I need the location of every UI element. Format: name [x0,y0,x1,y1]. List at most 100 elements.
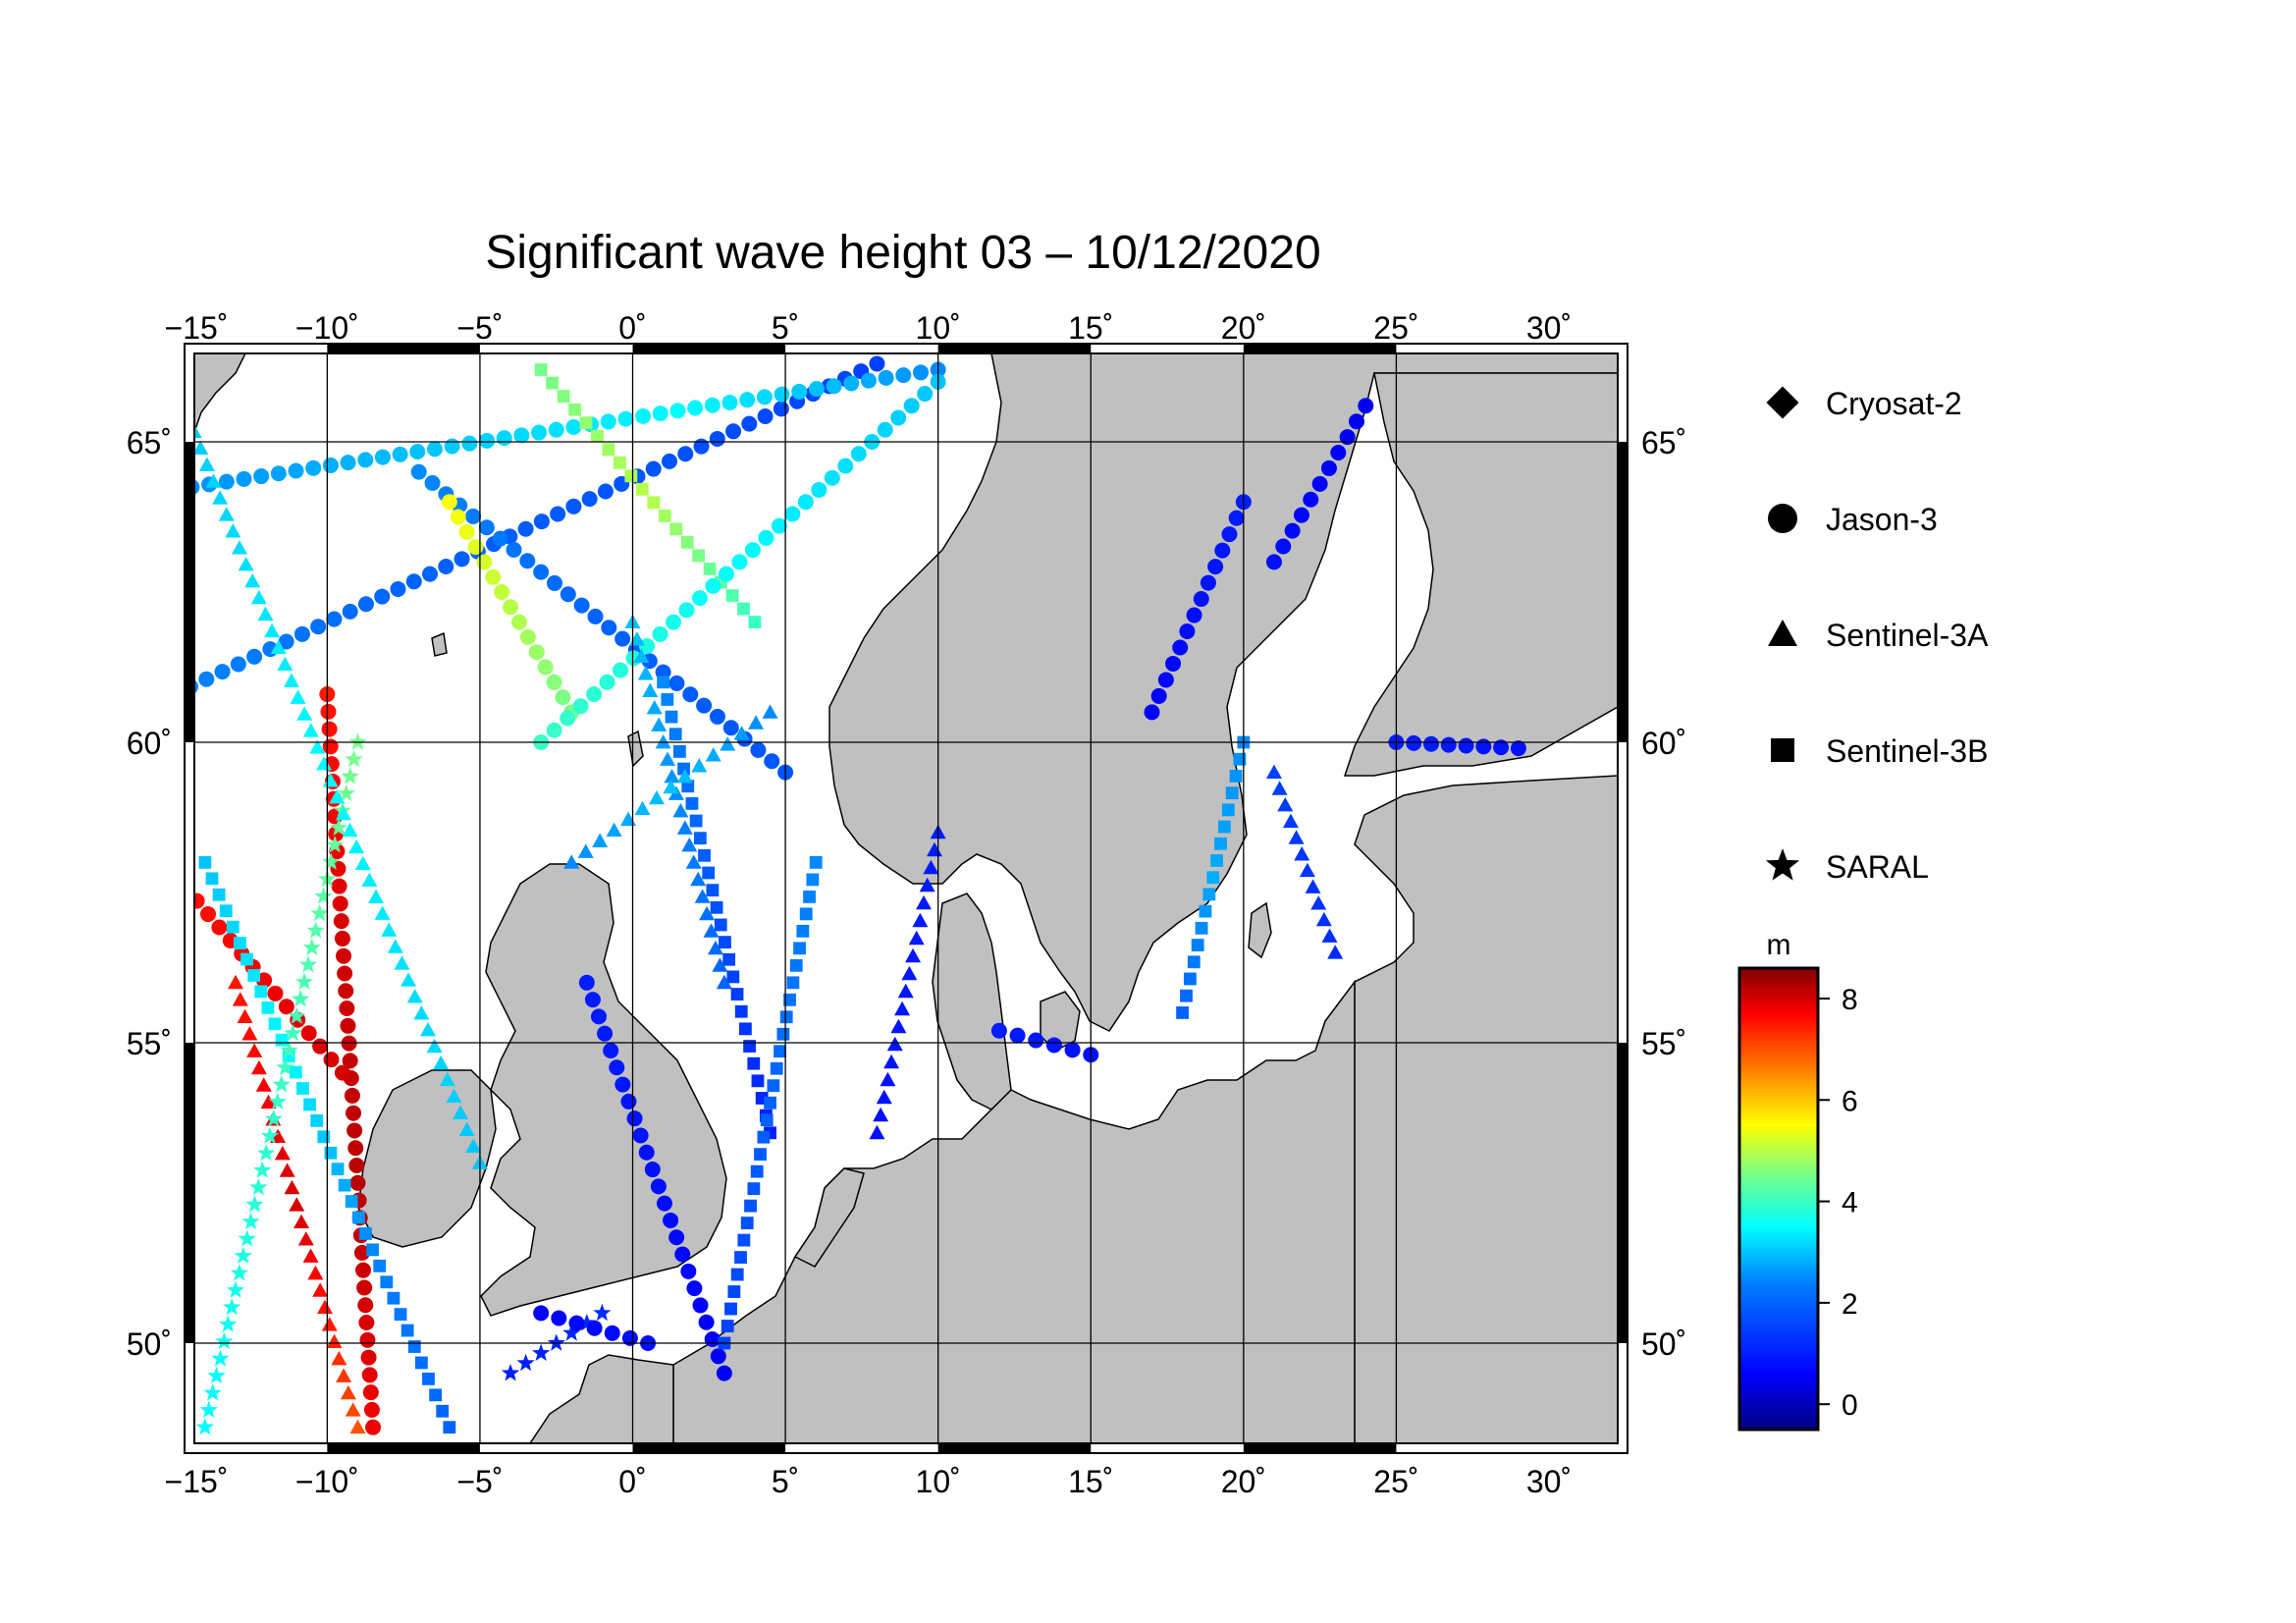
measurement-point [647,496,661,510]
measurement-point [548,421,564,438]
measurement-point [381,922,398,937]
measurement-point [203,1383,222,1401]
measurement-point [572,698,589,715]
lon-tick-label-top: 30˚ [1526,310,1572,346]
measurement-point [739,392,756,408]
frame-bar-left [185,1043,194,1343]
measurement-point [277,656,294,671]
measurement-point [903,398,920,414]
measurement-point [194,440,209,455]
measurement-point [316,756,333,771]
measurement-point [747,1182,761,1196]
measurement-point [638,1144,655,1161]
measurement-point [211,1349,230,1367]
measurement-point [353,1244,370,1261]
lat-tick-label-left: 65˚ [127,425,172,460]
measurement-point [591,1008,608,1025]
measurement-point [167,867,183,883]
lat-tick-label-right: 55˚ [1641,1026,1686,1061]
measurement-point [1176,1006,1190,1019]
measurement-point [519,628,536,645]
measurement-point [748,616,762,628]
measurement-point [409,444,426,460]
measurement-point [476,554,493,570]
measurement-point [886,1036,903,1052]
measurement-point [734,1251,747,1264]
measurement-point [803,890,816,903]
measurement-point [373,1259,387,1272]
measurement-point [1165,655,1182,672]
measurement-point [294,625,310,642]
measurement-point [584,992,601,1008]
measurement-point [365,1419,382,1435]
measurement-point [1282,813,1299,829]
lat-tick-label-left: 50˚ [127,1326,172,1362]
measurement-point [534,363,548,376]
measurement-point [429,1388,442,1402]
measurement-point [218,507,235,521]
measurement-point [754,1148,767,1162]
measurement-point [260,1094,277,1109]
measurement-point [1271,781,1288,795]
lon-tick-label-bottom: −10˚ [295,1464,359,1499]
measurement-point [613,662,629,678]
measurement-point [730,988,744,1001]
measurement-point [797,494,814,511]
measurement-point [1217,820,1231,834]
measurement-point [1150,687,1167,704]
measurement-point [341,767,359,784]
measurement-point [869,1124,885,1140]
lon-tick-label-top: 25˚ [1373,310,1418,346]
measurement-point [693,438,710,455]
measurement-point [648,789,665,805]
measurement-point [246,1043,263,1057]
measurement-point [824,469,840,486]
measurement-point [336,947,352,964]
measurement-point [744,1199,757,1213]
measurement-point [1028,1032,1044,1049]
measurement-point [758,529,774,546]
measurement-point [226,1280,245,1298]
measurement-point [321,1317,338,1331]
lon-tick-label-top: −5˚ [456,310,503,346]
measurement-point [253,1161,272,1178]
measurement-point [681,837,698,852]
measurement-point [709,708,725,725]
measurement-point [345,1402,361,1417]
measurement-point [791,383,808,400]
measurement-point [750,1164,764,1178]
measurement-point [322,773,339,787]
measurement-point [897,983,914,999]
measurement-point [261,1001,275,1014]
measurement-point [274,1145,291,1161]
lon-tick-label-bottom: 20˚ [1221,1464,1266,1499]
measurement-point [314,887,333,904]
frame-bar-top [327,344,480,353]
measurement-point [793,942,806,955]
measurement-point [578,974,595,991]
measurement-point [602,443,615,457]
measurement-point [661,693,674,706]
measurement-point [296,706,313,721]
measurement-point [270,465,287,482]
measurement-point [1199,904,1212,918]
measurement-point [214,664,231,680]
measurement-point [199,906,216,923]
measurement-point [446,1088,462,1104]
measurement-point [230,1264,248,1281]
measurement-point [1183,972,1197,986]
measurement-point [387,939,403,953]
measurement-point [400,1324,414,1337]
lat-tick-label-left: 60˚ [127,726,172,761]
measurement-point [433,1055,450,1070]
measurement-point [1321,928,1338,943]
denmark-land [932,893,1012,1110]
measurement-point [1288,830,1305,844]
measurement-point [517,520,534,537]
measurement-point [581,491,598,508]
measurement-point [467,539,484,556]
measurement-point [686,1280,703,1297]
measurement-point [642,682,659,697]
lon-tick-label-top: 20˚ [1221,310,1266,346]
measurement-point [1228,510,1245,526]
